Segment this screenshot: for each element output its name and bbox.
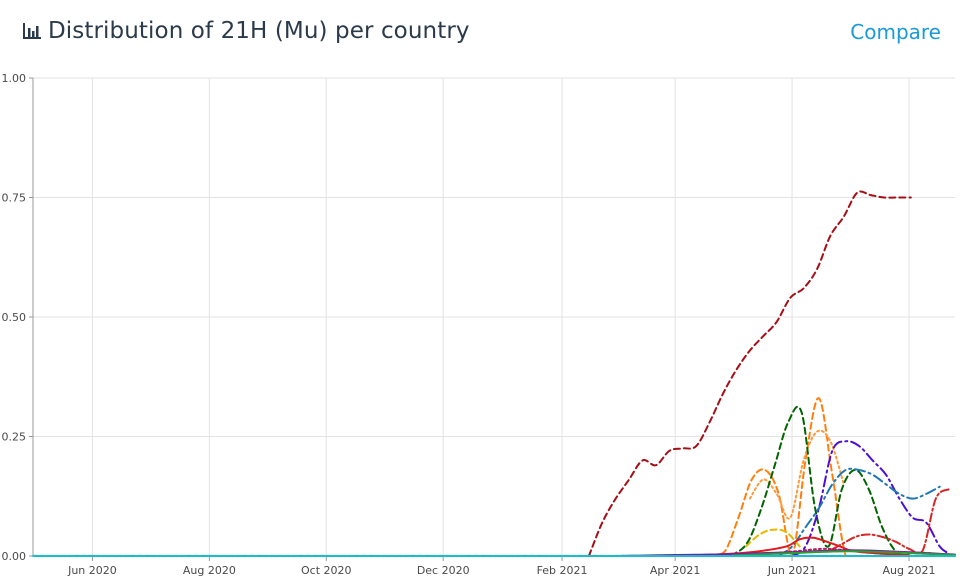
- x-tick-label: Apr 2021: [650, 564, 701, 577]
- x-tick-label: Aug 2020: [183, 564, 236, 577]
- x-tick-label: Dec 2020: [417, 564, 470, 577]
- x-tick-label: Jun 2021: [767, 564, 817, 577]
- series-line-1: [587, 190, 912, 557]
- title-group: Distribution of 21H (Mu) per country: [22, 18, 470, 44]
- series-line-9: [827, 488, 951, 555]
- y-tick-label: 0.50: [2, 311, 27, 324]
- y-tick-label: 0.25: [2, 431, 27, 444]
- line-chart: Jun 2020 Aug 2020 Oct 2020 Dec 2020 Feb 2021…: [2, 72, 956, 577]
- x-tick-label: Aug 2021: [883, 564, 936, 577]
- x-tick-label: Jun 2020: [67, 564, 117, 577]
- series-line-6: [777, 467, 941, 557]
- series-line-7: [745, 528, 801, 548]
- series-line-3: [748, 429, 845, 520]
- y-tick-label: 1.00: [2, 72, 27, 85]
- series-line-4: [720, 405, 910, 557]
- chart-header: Distribution of 21H (Mu) per country Com…: [0, 0, 962, 70]
- y-tick-label: 0.00: [2, 550, 27, 563]
- x-tick-label: Oct 2020: [301, 564, 352, 577]
- bar-chart-icon: [23, 23, 41, 39]
- page-title: Distribution of 21H (Mu) per country: [48, 18, 470, 44]
- y-tick-label: 0.75: [2, 192, 27, 205]
- x-tick-label: Feb 2021: [537, 564, 588, 577]
- series-line-5: [791, 440, 951, 557]
- series-line-12: [731, 550, 956, 557]
- compare-link[interactable]: Compare: [850, 20, 941, 44]
